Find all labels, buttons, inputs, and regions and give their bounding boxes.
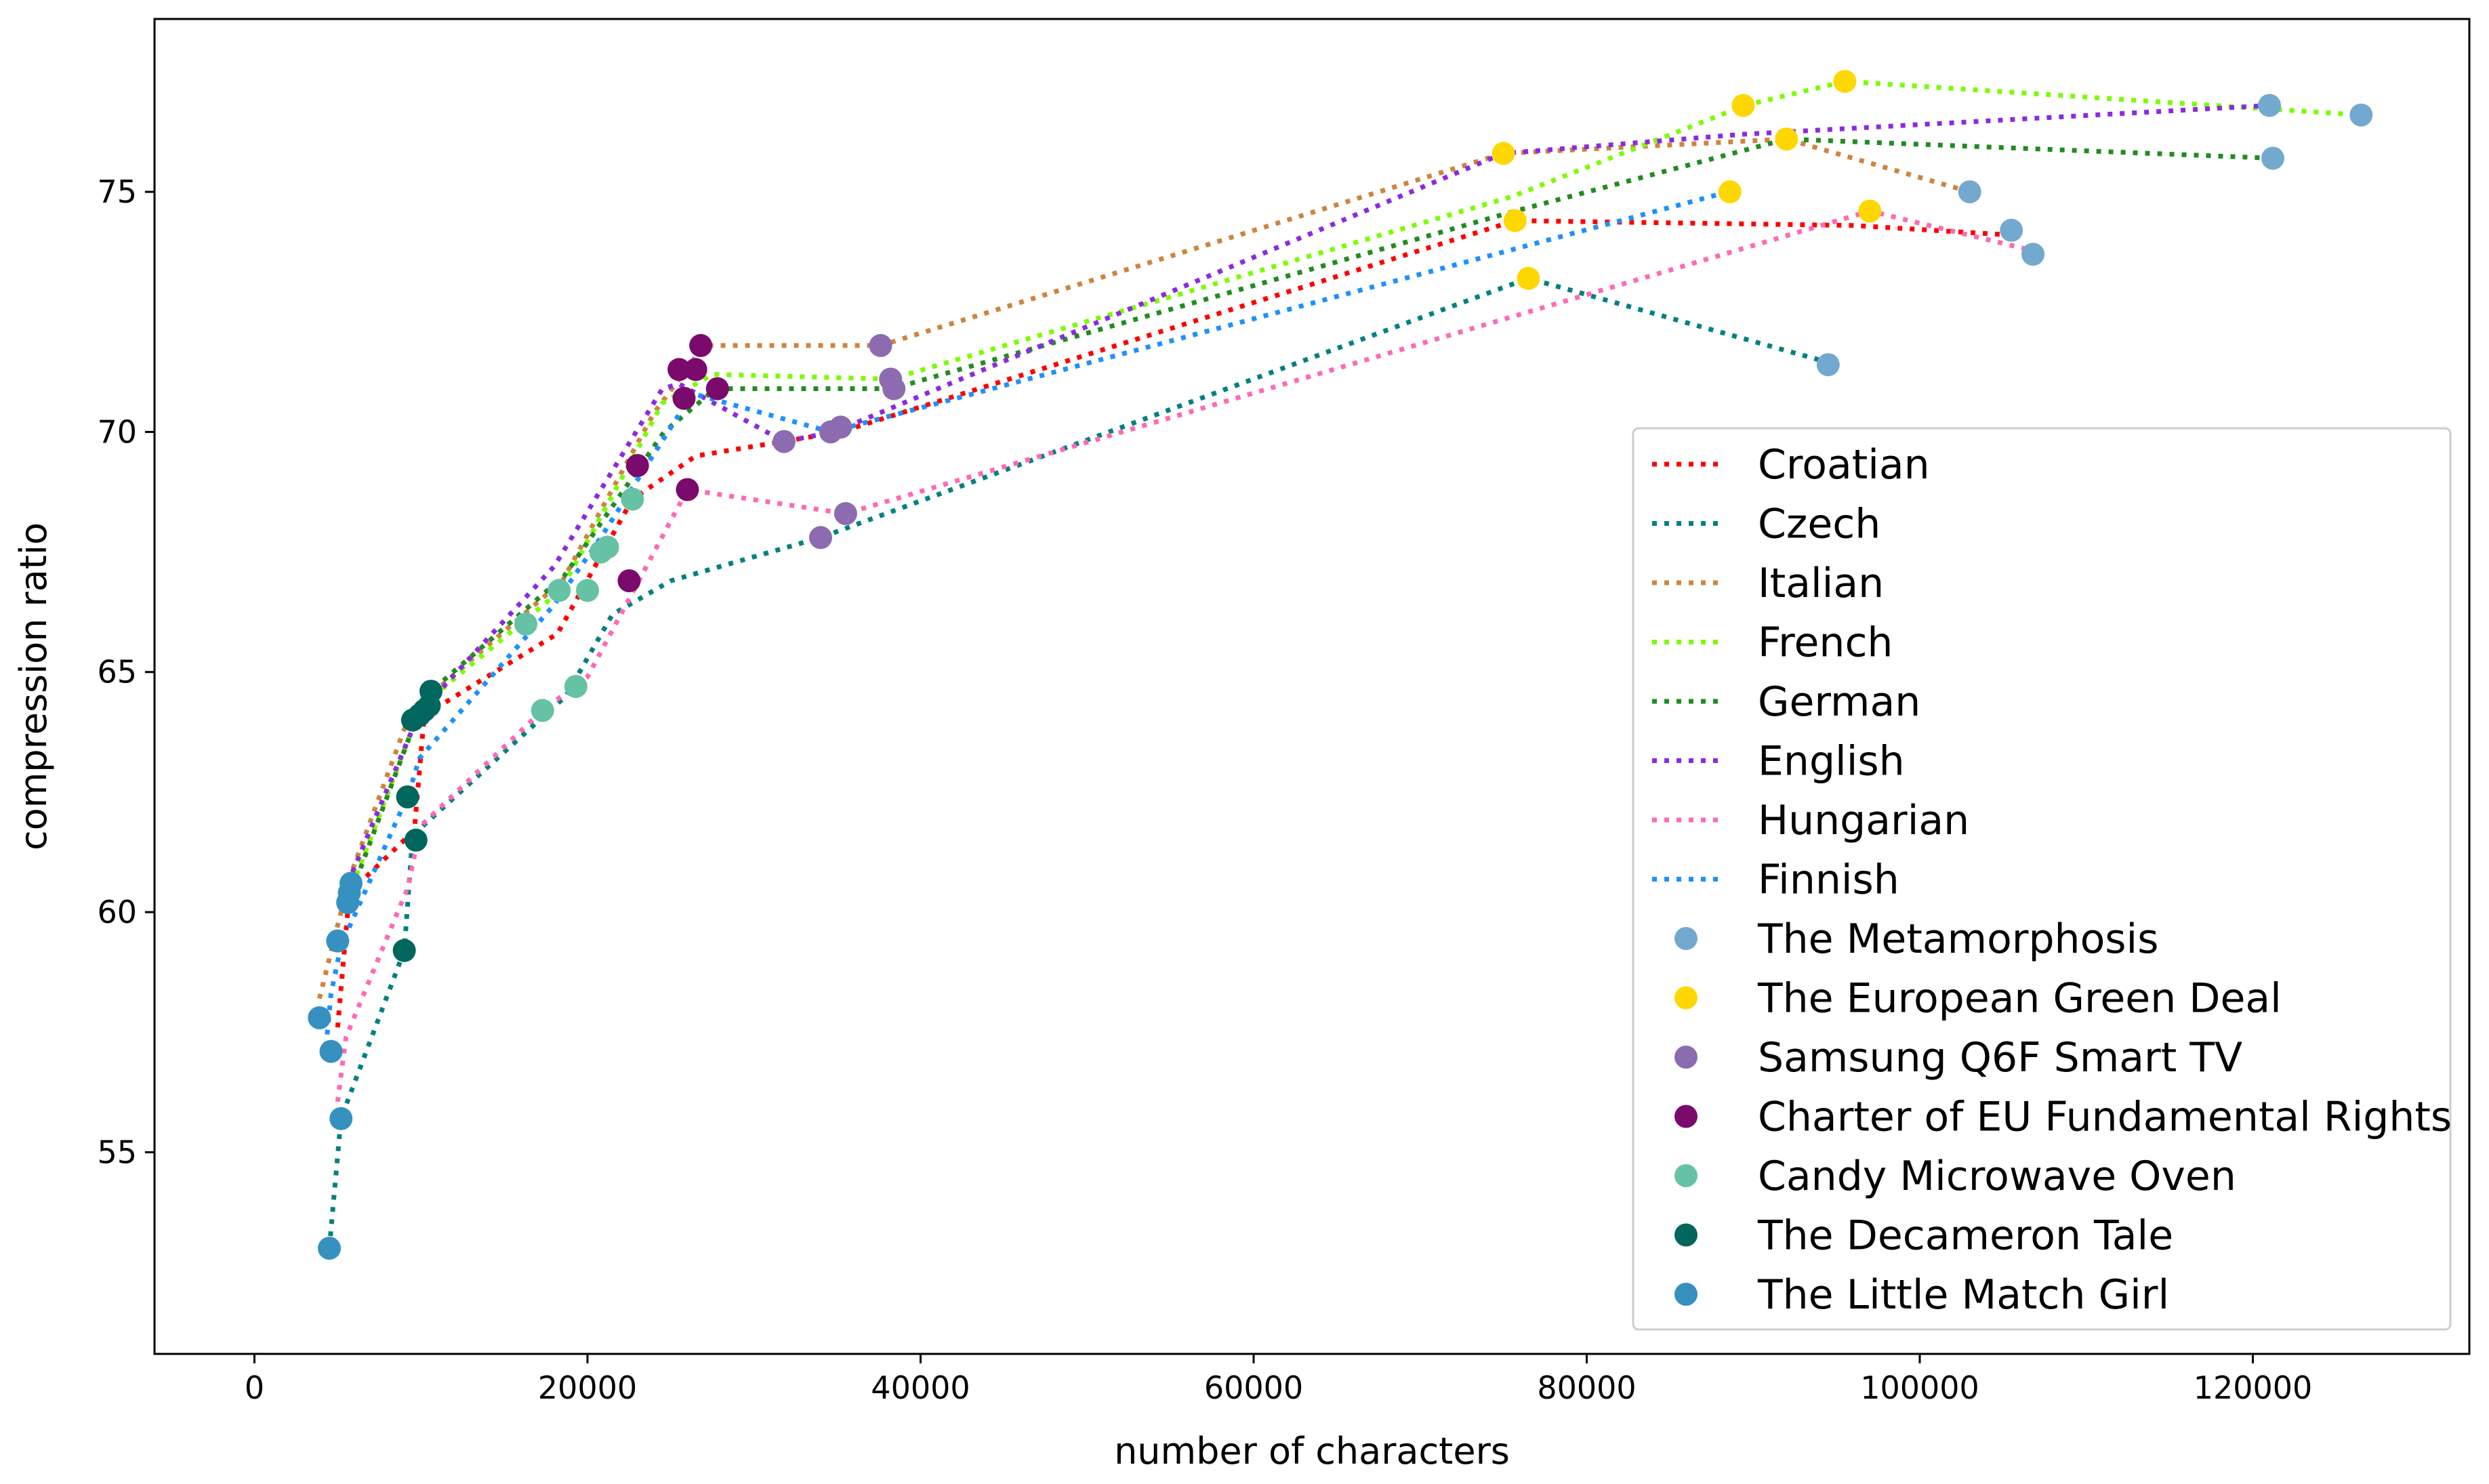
point-the-little-match-girl [329,1107,353,1130]
point-candy-microwave-oven [621,487,644,511]
y-tick-label: 55 [97,1134,137,1170]
point-the-european-green-deal [1503,209,1527,232]
legend-marker-the-european-green-deal [1674,986,1698,1010]
point-charter-of-eu-fundamental-rights [672,386,696,410]
legend-marker-charter-of-eu-fundamental-rights [1674,1105,1698,1128]
point-the-decameron-tale [392,939,416,962]
point-samsung-q6f-smart-tv [882,377,906,400]
point-the-little-match-girl [340,871,363,895]
legend-label-german: German [1758,678,1920,726]
point-the-european-green-deal [1731,94,1755,117]
point-samsung-q6f-smart-tv [869,333,892,357]
point-charter-of-eu-fundamental-rights [617,569,641,593]
legend-label-charter-of-eu-fundamental-rights: Charter of EU Fundamental Rights [1758,1094,2452,1141]
point-charter-of-eu-fundamental-rights [684,358,707,382]
point-the-european-green-deal [1517,266,1540,290]
point-the-metamorphosis [1958,180,1981,204]
point-the-decameron-tale [419,680,443,703]
axes-frame [153,18,2471,1355]
legend-marker-the-little-match-girl [1674,1283,1698,1306]
point-samsung-q6f-smart-tv [834,501,857,525]
x-tick-label: 0 [245,1369,264,1406]
y-tick-label: 70 [97,413,137,450]
point-the-european-green-deal [1858,199,1882,223]
point-the-metamorphosis [1816,353,1840,377]
legend-label-finnish: Finnish [1758,857,1899,904]
point-candy-microwave-oven [548,579,571,602]
legend-marker-the-metamorphosis [1674,927,1698,950]
series-line-finnish [323,189,1729,1047]
legend-label-italian: Italian [1758,560,1884,607]
x-tick-label: 60000 [1204,1369,1303,1406]
point-candy-microwave-oven [564,675,588,698]
point-the-european-green-deal [1718,180,1742,204]
legend-marker-candy-microwave-oven [1674,1164,1698,1187]
point-candy-microwave-oven [514,612,537,636]
legend-label-samsung-q6f-smart-tv: Samsung Q6F Smart TV [1758,1034,2242,1081]
series-line-czech [327,276,1838,1249]
series-line-italian [316,136,1971,999]
legend-marker-the-decameron-tale [1674,1223,1698,1247]
point-the-metamorphosis [2021,243,2045,266]
y-tick-label: 60 [97,894,137,930]
point-samsung-q6f-smart-tv [809,526,832,550]
x-tick-label: 100000 [1860,1369,1979,1406]
point-samsung-q6f-smart-tv [829,415,852,439]
point-the-little-match-girl [318,1237,341,1260]
legend-marker-samsung-q6f-smart-tv [1674,1046,1698,1069]
point-charter-of-eu-fundamental-rights [625,454,649,477]
point-candy-microwave-oven [596,535,619,559]
point-charter-of-eu-fundamental-rights [676,478,699,501]
legend-label-hungarian: Hungarian [1758,797,1969,844]
point-candy-microwave-oven [531,699,554,722]
legend-label-czech: Czech [1758,501,1880,548]
ticks: 0 20000 40000 60000 80000 100000 120000 55 60 65 7… [97,173,2312,1406]
x-tick-label: 20000 [538,1369,637,1406]
y-tick-label: 65 [97,654,137,691]
legend-label-the-metamorphosis: The Metamorphosis [1757,915,2158,963]
point-the-european-green-deal [1492,142,1515,165]
point-the-little-match-girl [308,1006,331,1029]
series-line-german [345,136,2274,904]
legend-label-french: French [1758,619,1893,667]
point-the-metamorphosis [2261,146,2284,170]
y-axis-label: compression ratio [12,522,55,850]
y-tick-label: 75 [97,173,137,210]
point-candy-microwave-oven [576,579,599,602]
legend: Croatian Czech Italian French German English H… [1632,427,2452,1331]
point-charter-of-eu-fundamental-rights [705,377,729,400]
x-tick-label: 120000 [2194,1369,2313,1406]
legend-box [1632,427,2452,1331]
point-the-little-match-girl [319,1039,343,1063]
legend-label-candy-microwave-oven: Candy Microwave Oven [1758,1153,2236,1200]
legend-label-the-european-green-deal: The European Green Deal [1757,975,2282,1023]
legend-label-english: English [1758,738,1905,785]
point-the-metamorphosis [2000,218,2023,242]
x-tick-label: 40000 [871,1369,970,1406]
point-the-metamorphosis [2258,94,2282,117]
legend-label-croatian: Croatian [1758,441,1930,489]
point-the-decameron-tale [404,828,428,852]
x-axis-label: number of characters [1114,1430,1510,1472]
point-charter-of-eu-fundamental-rights [667,358,691,382]
plot-area [308,70,2373,1260]
point-charter-of-eu-fundamental-rights [689,333,713,357]
point-the-metamorphosis [2349,103,2373,127]
legend-label-the-little-match-girl: The Little Match Girl [1757,1271,2169,1319]
point-the-european-green-deal [1833,70,1857,94]
point-the-european-green-deal [1775,127,1798,151]
legend-label-the-decameron-tale: The Decameron Tale [1757,1212,2173,1260]
point-the-decameron-tale [396,785,419,808]
x-tick-label: 80000 [1537,1369,1636,1406]
point-samsung-q6f-smart-tv [773,430,796,453]
point-the-little-match-girl [326,929,350,953]
